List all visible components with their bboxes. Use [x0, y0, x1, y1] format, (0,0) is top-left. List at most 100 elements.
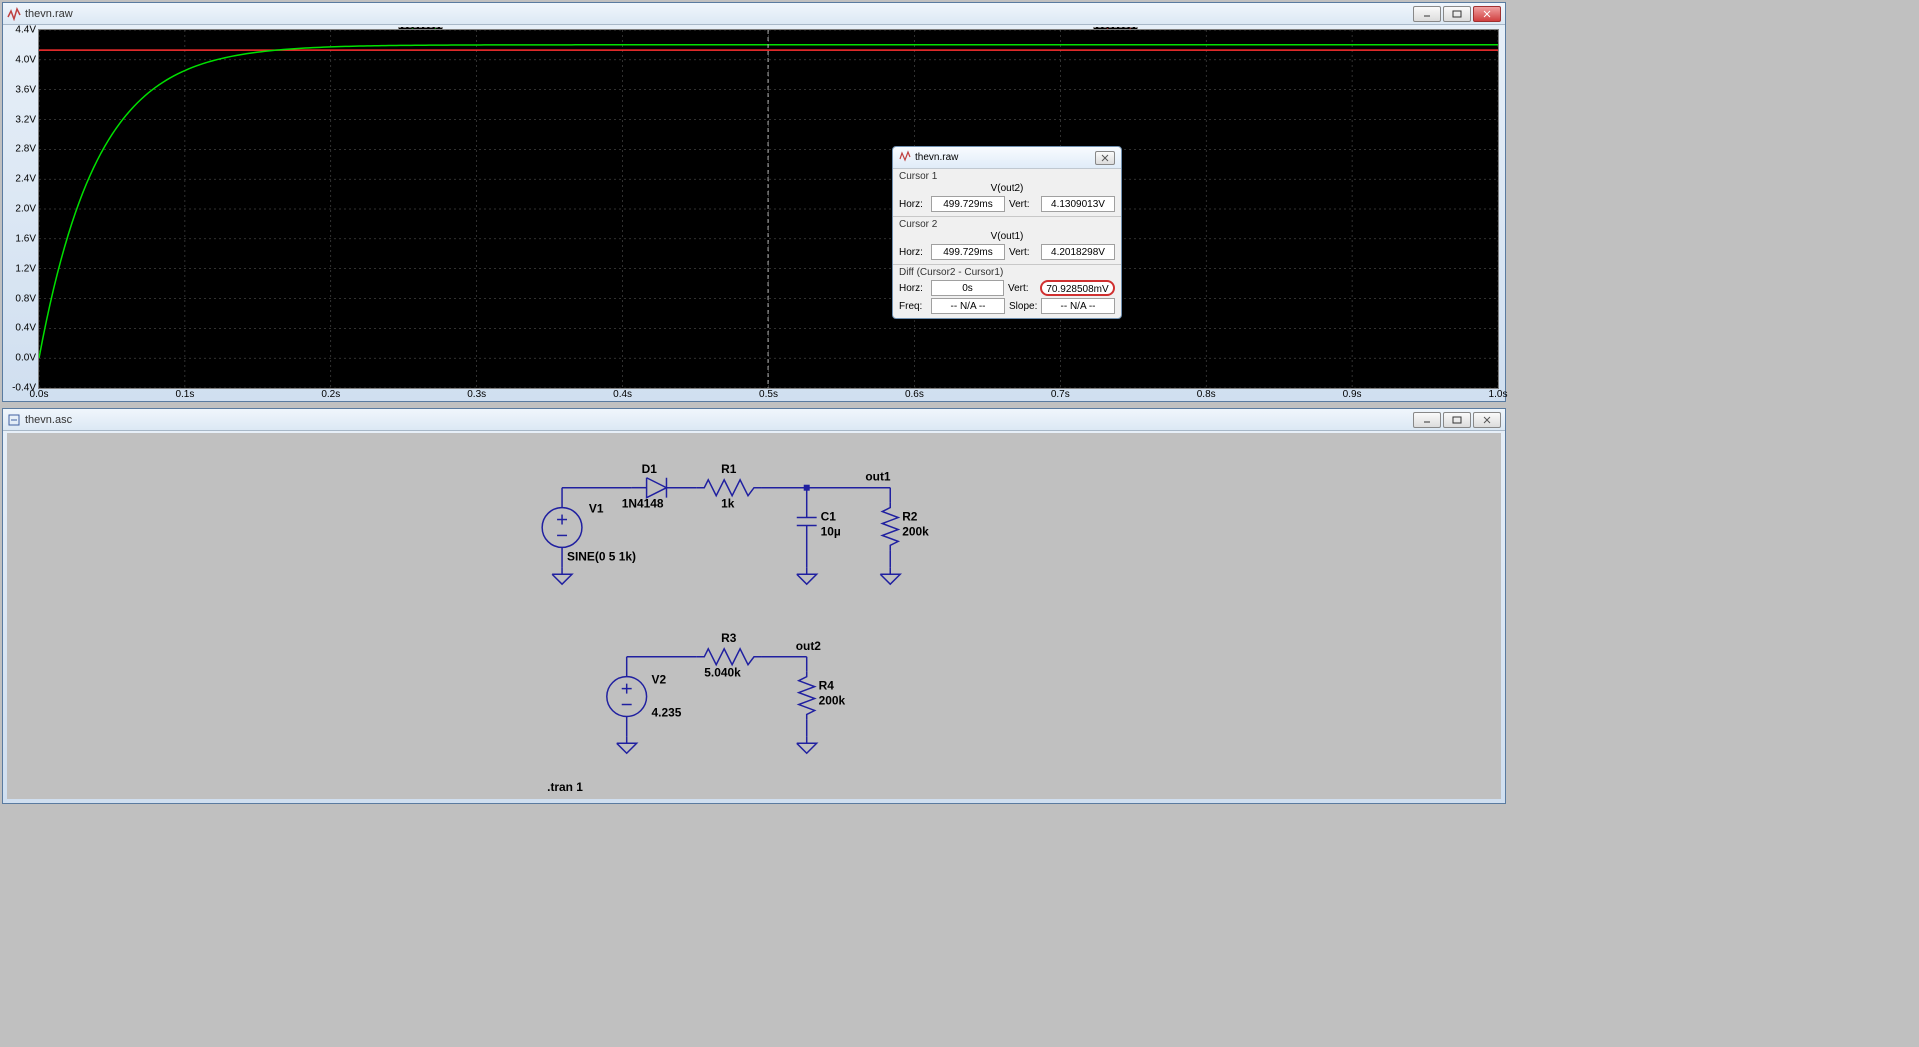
y-tick-label: 1.6V: [15, 233, 36, 244]
cursor1-trace: V(out2): [899, 183, 1115, 194]
ground-icon: [797, 736, 817, 753]
maximize-button[interactable]: [1443, 412, 1471, 428]
schematic-title: thevn.asc: [25, 414, 72, 426]
x-tick-label: 0.6s: [905, 389, 924, 400]
cursor2-horz-value[interactable]: 499.729ms: [931, 244, 1005, 260]
schematic-titlebar[interactable]: thevn.asc: [3, 409, 1505, 431]
component-d1[interactable]: D1 1N4148: [622, 462, 697, 511]
cursor1-label: Cursor 1: [899, 171, 1115, 182]
ground-icon: [797, 567, 817, 584]
svg-text:4.235: 4.235: [652, 705, 682, 719]
x-tick-label: 0.8s: [1197, 389, 1216, 400]
component-r2[interactable]: R2 200k: [882, 488, 929, 568]
x-tick-label: 0.9s: [1343, 389, 1362, 400]
slope-value: -- N/A --: [1041, 298, 1115, 314]
svg-text:200k: 200k: [819, 694, 846, 708]
cursor-dialog-titlebar[interactable]: thevn.raw: [893, 147, 1121, 169]
horz-label: Horz:: [899, 283, 927, 294]
window-controls: [1413, 412, 1501, 428]
x-tick-label: 1.0s: [1489, 389, 1508, 400]
schematic-svg: V1 SINE(0 5 1k) D1 1N4148 R1: [7, 433, 1501, 799]
svg-text:1k: 1k: [721, 497, 735, 511]
waveform-window: thevn.raw V(out1) V(out2) -0.4V0.0V0.4V0…: [2, 2, 1506, 402]
ground-icon: [552, 567, 572, 584]
horz-label: Horz:: [899, 247, 927, 258]
svg-text:V1: V1: [589, 502, 604, 516]
svg-text:5.040k: 5.040k: [704, 666, 741, 680]
cursor2-label: Cursor 2: [899, 219, 1115, 230]
waveform-title: thevn.raw: [25, 8, 73, 20]
waveform-icon: [899, 150, 911, 165]
y-tick-label: 0.4V: [15, 323, 36, 334]
minimize-button[interactable]: [1413, 412, 1441, 428]
svg-text:R4: R4: [819, 679, 835, 693]
schematic-window: thevn.asc V1 SINE(0 5 1k): [2, 408, 1506, 804]
plot-svg: [39, 30, 1498, 388]
diff-vert-value: 70.928508mV: [1040, 280, 1115, 296]
y-tick-label: 0.8V: [15, 293, 36, 304]
slope-label: Slope:: [1009, 301, 1037, 312]
horz-label: Horz:: [899, 199, 927, 210]
y-tick-label: 2.4V: [15, 174, 36, 185]
cursor-dialog-close-button[interactable]: [1095, 151, 1115, 165]
cursor2-vert-value[interactable]: 4.2018298V: [1041, 244, 1115, 260]
net-label-out1: out1: [865, 470, 891, 484]
component-r3[interactable]: R3 5.040k: [696, 631, 762, 680]
close-button[interactable]: [1473, 6, 1501, 22]
vert-label: Vert:: [1009, 199, 1037, 210]
component-c1[interactable]: C1 10µ: [797, 488, 841, 568]
cursor1-vert-value[interactable]: 4.1309013V: [1041, 196, 1115, 212]
cursor-dialog[interactable]: thevn.raw Cursor 1 V(out2) Horz: 499.729…: [892, 146, 1122, 319]
svg-text:R3: R3: [721, 631, 737, 645]
svg-text:D1: D1: [642, 462, 658, 476]
diff-horz-value: 0s: [931, 280, 1004, 296]
component-r4[interactable]: R4 200k: [799, 657, 846, 737]
svg-text:C1: C1: [821, 510, 837, 524]
svg-text:V2: V2: [652, 673, 667, 687]
ground-icon: [880, 567, 900, 584]
maximize-button[interactable]: [1443, 6, 1471, 22]
x-tick-label: 0.5s: [759, 389, 778, 400]
y-tick-label: 4.4V: [15, 25, 36, 36]
vert-label: Vert:: [1008, 283, 1036, 294]
y-tick-label: 3.6V: [15, 84, 36, 95]
x-tick-label: 0.1s: [175, 389, 194, 400]
schematic-icon: [7, 413, 21, 427]
vert-label: Vert:: [1009, 247, 1037, 258]
svg-text:R2: R2: [902, 510, 918, 524]
x-tick-label: 0.3s: [467, 389, 486, 400]
diff-label: Diff (Cursor2 - Cursor1): [899, 267, 1115, 278]
cursor2-trace: V(out1): [899, 231, 1115, 242]
cursor-dialog-title: thevn.raw: [915, 152, 958, 163]
y-tick-label: 1.2V: [15, 263, 36, 274]
x-tick-label: 0.2s: [321, 389, 340, 400]
freq-label: Freq:: [899, 301, 927, 312]
svg-text:200k: 200k: [902, 524, 929, 538]
close-button[interactable]: [1473, 412, 1501, 428]
y-tick-label: 2.0V: [15, 204, 36, 215]
waveform-icon: [7, 7, 21, 21]
y-tick-label: 0.0V: [15, 353, 36, 364]
svg-text:1N4148: 1N4148: [622, 497, 664, 511]
svg-text:10µ: 10µ: [821, 524, 841, 538]
component-r1[interactable]: R1 1k: [696, 462, 762, 511]
schematic-canvas[interactable]: V1 SINE(0 5 1k) D1 1N4148 R1: [7, 433, 1501, 799]
waveform-titlebar[interactable]: thevn.raw: [3, 3, 1505, 25]
net-label-out2: out2: [796, 639, 822, 653]
y-tick-label: 3.2V: [15, 114, 36, 125]
cursor1-horz-value[interactable]: 499.729ms: [931, 196, 1005, 212]
svg-text:SINE(0 5 1k): SINE(0 5 1k): [567, 549, 636, 563]
spice-directive[interactable]: .tran 1: [547, 780, 583, 794]
window-controls: [1413, 6, 1501, 22]
x-tick-label: 0.7s: [1051, 389, 1070, 400]
minimize-button[interactable]: [1413, 6, 1441, 22]
y-tick-label: 2.8V: [15, 144, 36, 155]
y-tick-label: 4.0V: [15, 54, 36, 65]
component-v2[interactable]: V2 4.235: [607, 657, 682, 737]
ground-icon: [617, 736, 637, 753]
plot-area[interactable]: -0.4V0.0V0.4V0.8V1.2V1.6V2.0V2.4V2.8V3.2…: [38, 29, 1499, 389]
x-tick-label: 0.0s: [30, 389, 49, 400]
freq-value: -- N/A --: [931, 298, 1005, 314]
svg-text:R1: R1: [721, 462, 737, 476]
x-tick-label: 0.4s: [613, 389, 632, 400]
